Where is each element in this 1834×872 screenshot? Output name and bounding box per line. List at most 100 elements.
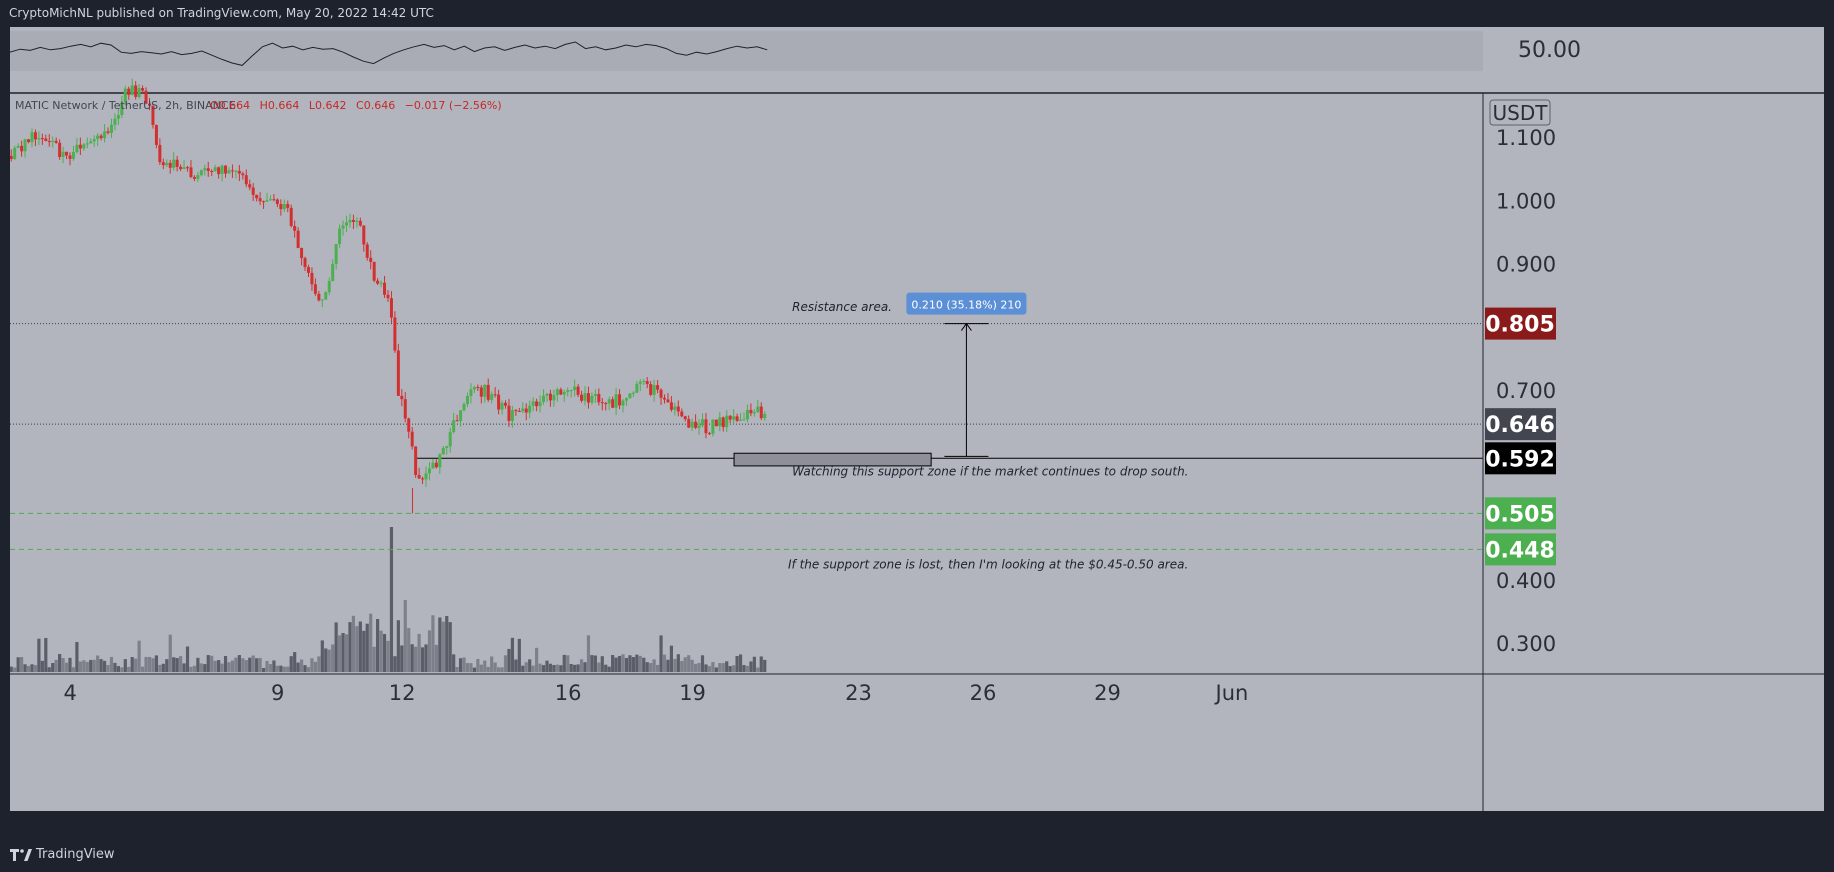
candle-body [320,299,324,301]
candle-body [389,298,393,318]
volume-bar [376,618,380,672]
candle-body [324,292,328,300]
volume-bar [503,655,508,672]
volume-bar [414,646,418,672]
volume-bar [403,600,407,672]
price-tick-label: 1.000 [1496,189,1556,213]
candle-body [676,406,680,412]
volume-bar [265,660,269,672]
candle-body [68,155,72,159]
price-tick-label: 0.300 [1496,632,1556,656]
volume-bar [293,652,297,672]
candle-body [210,170,214,172]
candle-body [535,401,539,407]
candle-body [493,394,497,396]
candle-body [707,433,711,435]
candle-body [759,406,763,419]
candle-body [106,131,110,133]
candle-body [504,402,508,406]
volume-bar [763,659,767,672]
candle-body [725,415,729,428]
candle-body [199,170,203,176]
support-price-label: 0.592 [1485,447,1555,472]
tradingview-logo-icon[interactable] [10,848,32,862]
currency-label: USDT [1493,101,1549,125]
candle-body [244,175,248,185]
volume-bar [96,655,100,672]
candle-body [189,167,193,177]
volume-bar [673,658,677,672]
volume-bar [192,665,197,672]
candle-body [393,317,397,351]
volume-bar [479,664,483,672]
candle-body [638,381,642,384]
candle-body [486,384,490,400]
candle-body [763,413,767,419]
volume-bar [576,664,580,672]
rsi-pane: 50.00 [10,31,1824,94]
time-tick-label: Jun [1214,681,1249,705]
candle-body [165,162,169,166]
resistance-note: Resistance area. [792,300,892,314]
candle-body [749,409,753,414]
candle-body [752,411,756,414]
volume-bar [538,663,542,672]
volume-bar [607,666,611,672]
volume-bar [694,663,698,672]
candle-body [476,387,480,389]
candle-body [334,244,338,264]
candle-body [434,462,438,468]
chart-canvas[interactable]: 50.00 0.805 0.646 0.592 0.505 0.448 0.210 (3… [10,27,1824,811]
volume-bar [279,665,283,672]
candle-body [718,417,722,427]
candle-body [237,170,241,174]
candle-body [403,399,407,419]
volume-bar [555,664,559,672]
volume-bar [590,655,594,672]
candle-body [600,402,604,404]
price-tick-label: 0.700 [1496,379,1556,403]
volume-bar [130,657,134,672]
footer-brand[interactable]: TradingView [36,847,115,862]
volume-bar [310,658,314,672]
volume-bar [85,661,89,672]
candle-body [40,138,44,140]
volume-bar [140,666,145,672]
candle-body [289,207,293,227]
candle-body [711,419,715,434]
volume-bar [286,666,290,672]
time-tick-label: 12 [389,681,416,705]
candle-body [697,425,701,428]
volume-bar [241,658,245,672]
volume-bar [448,622,452,672]
volume-bar [296,662,300,672]
volume-bar [30,664,34,672]
volume-bar [545,660,549,672]
candle-body [666,399,670,403]
candle-body [621,400,625,406]
volume-bar [486,666,490,672]
candle-body [483,384,487,397]
candle-body [113,118,117,125]
candle-body [521,408,525,412]
volume-bar [78,661,82,672]
volume-bar [109,656,114,672]
volume-bar [120,667,124,672]
support-note: Watching this support zone if the market… [792,464,1188,478]
candle-body [96,135,100,140]
volume-bar [676,654,680,672]
candle-body [614,394,618,408]
volume-bar [707,666,712,672]
volume-bar [535,647,539,672]
candle-body [590,395,594,403]
volume-bar [82,660,86,672]
volume-bar [562,654,566,672]
volume-bar [569,663,573,672]
volume-bar [99,659,103,672]
publisher-header: CryptoMichNL published on TradingView.co… [0,0,1834,27]
candle-body [662,397,666,400]
volume-bar [732,665,736,672]
volume-bar [469,663,473,672]
volume-bar [320,640,324,672]
volume-bar [604,664,608,672]
